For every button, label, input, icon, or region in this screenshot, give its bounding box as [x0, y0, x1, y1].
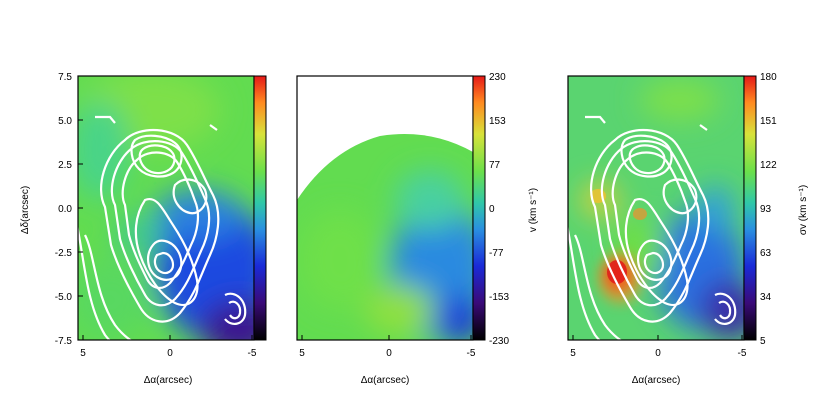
panel-c-colorbar-label: σv (km s⁻¹) — [798, 185, 809, 235]
panel-c-colorbar-ticks: 180 151 122 93 63 34 5 — [760, 72, 777, 347]
panel-b: 5 0 -5 230 153 77 0 -77 -153 -230 Δα(arc… — [296, 72, 539, 386]
panel-a-ytick: -7.5 — [55, 336, 73, 347]
panel-a-xticks: 5 0 -5 — [80, 348, 257, 359]
panel-c-xtick: -5 — [738, 348, 747, 359]
colorbar-tick: 93 — [760, 204, 772, 215]
panel-b-xtick: 5 — [299, 348, 305, 359]
panel-c: 5 0 -5 180 151 122 93 63 34 5 Δα(arcsec)… — [565, 72, 809, 386]
panel-a-yticks: 7.5 5.0 2.5 0.0 -2.5 -5.0 -7.5 — [55, 72, 73, 347]
colorbar-tick: 122 — [760, 160, 777, 171]
panel-c-xtick: 5 — [570, 348, 576, 359]
panel-c-image — [568, 76, 744, 340]
panel-b-colorbar-label: v (km s⁻¹) — [528, 188, 539, 232]
panel-a-xtick: 5 — [80, 348, 86, 359]
colorbar-tick: 151 — [760, 116, 777, 127]
panel-a: 7.5 5.0 2.5 0.0 -2.5 -5.0 -7.5 5 0 -5 Δα… — [20, 72, 267, 386]
colorbar-tick: 5 — [760, 336, 766, 347]
panel-c-colorbar — [743, 75, 757, 341]
panel-a-ytick: -2.5 — [55, 248, 73, 259]
colorbar-tick: 180 — [760, 72, 777, 83]
panel-a-ytick: 5.0 — [58, 116, 72, 127]
panel-a-ytick: 7.5 — [58, 72, 72, 83]
colorbar-tick: 153 — [489, 116, 506, 127]
panel-c-xlabel: Δα(arcsec) — [632, 375, 681, 386]
colorbar-tick: 0 — [489, 204, 495, 215]
panel-a-xtick: -5 — [248, 348, 257, 359]
colorbar-tick: 230 — [489, 72, 506, 83]
panel-a-ylabel: Δδ(arcsec) — [20, 186, 31, 234]
panel-b-xtick: -5 — [467, 348, 476, 359]
panel-b-xlabel: Δα(arcsec) — [361, 375, 410, 386]
panel-a-colorbar — [253, 75, 267, 341]
colorbar-tick: 77 — [489, 160, 501, 171]
colorbar-tick: -153 — [489, 292, 509, 303]
panel-b-image — [297, 134, 473, 340]
colorbar-tick: -77 — [489, 248, 504, 259]
panel-a-xtick: 0 — [167, 348, 173, 359]
panel-c-xticks: 5 0 -5 — [570, 348, 747, 359]
panel-a-ytick: 0.0 — [58, 204, 72, 215]
panel-a-ytick: -5.0 — [55, 292, 73, 303]
panel-b-xticks: 5 0 -5 — [299, 348, 476, 359]
panel-b-colorbar-ticks: 230 153 77 0 -77 -153 -230 — [489, 72, 509, 347]
colorbar-tick: 63 — [760, 248, 772, 259]
panel-c-xtick: 0 — [655, 348, 661, 359]
panel-a-ytick: 2.5 — [58, 160, 72, 171]
panel-a-xlabel: Δα(arcsec) — [144, 375, 193, 386]
panel-b-xtick: 0 — [386, 348, 392, 359]
colorbar-tick: 34 — [760, 292, 772, 303]
colorbar-tick: -230 — [489, 336, 509, 347]
panel-b-colorbar — [472, 75, 486, 341]
